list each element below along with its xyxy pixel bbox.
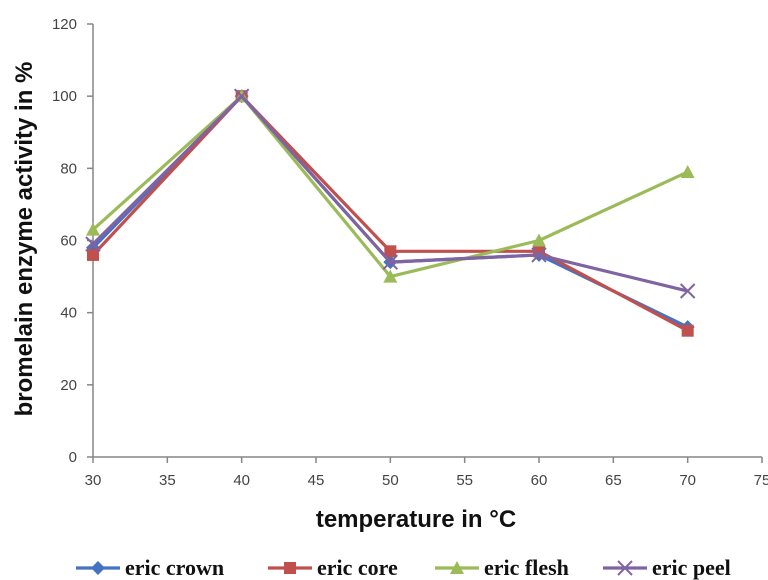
- square-marker: [284, 562, 296, 574]
- x-tick-label: 75: [754, 472, 768, 489]
- x-tick-label: 40: [233, 472, 250, 489]
- y-tick-label: 120: [52, 16, 77, 33]
- y-tick-label: 20: [60, 377, 77, 394]
- y-tick-label: 40: [60, 305, 77, 322]
- triangle-marker: [383, 269, 398, 283]
- x-marker: [233, 88, 250, 104]
- square-marker: [87, 248, 99, 261]
- x-tick-label: 70: [679, 472, 696, 489]
- series-layer: [85, 88, 696, 337]
- x-marker: [85, 236, 101, 252]
- legend-label: eric flesh: [484, 555, 569, 580]
- legend-item: eric flesh: [435, 555, 569, 580]
- x-tick-label: 65: [605, 472, 622, 489]
- x-tick-label: 55: [456, 472, 473, 489]
- x-marker: [679, 283, 696, 299]
- x-axis-title: temperature in °C: [316, 506, 516, 533]
- triangle-marker: [532, 233, 546, 247]
- legend-item: eric core: [268, 555, 398, 580]
- legend-label: eric peel: [652, 555, 731, 580]
- legend-item: eric peel: [603, 555, 731, 580]
- series-eric-core: [87, 90, 694, 337]
- square-marker: [384, 245, 397, 258]
- legend-label: eric core: [317, 555, 398, 580]
- x-marker: [382, 254, 399, 270]
- legend-item: eric crown: [76, 555, 224, 580]
- y-tick-label: 100: [52, 88, 77, 105]
- x-marker: [531, 247, 547, 263]
- y-tick-label: 80: [60, 160, 77, 177]
- legend: eric crown eric core eric flesh eric peel: [76, 555, 731, 580]
- y-axis-title: bromelain enzyme activity in %: [11, 62, 38, 417]
- x-tick-label: 50: [382, 472, 399, 489]
- y-tick-label: 0: [69, 449, 77, 466]
- x-marker: [617, 560, 633, 576]
- y-tick-label: 60: [60, 233, 77, 250]
- triangle-marker: [450, 561, 464, 574]
- legend-label: eric crown: [125, 555, 224, 580]
- x-tick-label: 60: [531, 472, 548, 489]
- x-tick-label: 45: [308, 472, 325, 489]
- x-tick-label: 30: [85, 472, 102, 489]
- series-eric-peel: [85, 88, 696, 299]
- triangle-marker: [86, 222, 100, 236]
- triangle-marker: [680, 164, 695, 178]
- x-axis: 30 35 40 45 50 55 60 65 70 75: [85, 456, 768, 489]
- diamond-marker: [91, 561, 105, 575]
- y-axis: 0 20 40 60 80 100 120: [52, 16, 94, 466]
- x-tick-label: 35: [159, 472, 176, 489]
- square-marker: [681, 324, 694, 337]
